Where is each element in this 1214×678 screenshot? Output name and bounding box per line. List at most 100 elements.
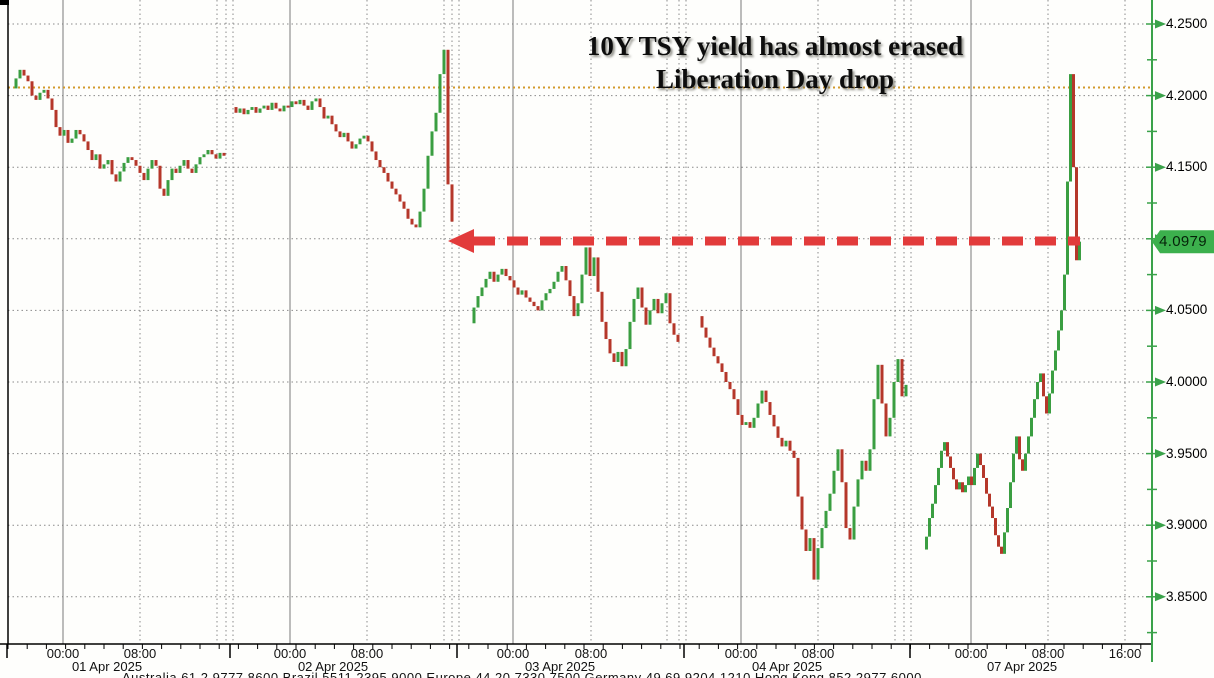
candle xyxy=(860,460,864,480)
candle xyxy=(150,160,154,169)
candle xyxy=(14,78,18,89)
candle xyxy=(832,470,836,494)
candle xyxy=(748,422,752,428)
candle xyxy=(138,165,142,173)
candle xyxy=(442,49,446,75)
candle xyxy=(500,268,504,275)
candle xyxy=(290,101,294,108)
candle xyxy=(254,107,258,113)
candle xyxy=(370,141,374,152)
candle xyxy=(238,108,242,113)
candle xyxy=(322,107,326,119)
candle xyxy=(828,493,832,511)
candle xyxy=(540,300,544,311)
candle xyxy=(114,174,118,182)
candle xyxy=(282,105,286,112)
x-axis-time-label: 08:00 xyxy=(1031,646,1065,661)
candle xyxy=(584,247,588,275)
candle xyxy=(958,482,961,490)
candle xyxy=(864,460,868,471)
candle xyxy=(596,257,600,292)
candle xyxy=(1000,546,1003,554)
candle xyxy=(704,327,708,338)
candle xyxy=(536,306,540,311)
candle xyxy=(210,150,214,155)
candle xyxy=(310,101,314,110)
candle xyxy=(988,493,991,507)
candle xyxy=(214,154,218,159)
candle xyxy=(30,81,34,96)
candle xyxy=(222,152,226,156)
candle xyxy=(186,160,190,169)
candle xyxy=(1072,74,1075,168)
candle xyxy=(46,89,50,99)
candle xyxy=(1018,436,1021,460)
candle xyxy=(350,141,354,149)
candle xyxy=(644,307,648,325)
candle xyxy=(234,107,238,113)
candle xyxy=(620,351,624,367)
candle xyxy=(430,131,434,156)
candle xyxy=(764,390,768,403)
candle xyxy=(54,109,58,128)
candle xyxy=(1057,330,1060,351)
candle xyxy=(884,403,888,437)
candle xyxy=(982,465,985,478)
candle xyxy=(736,399,740,415)
candle xyxy=(1069,74,1072,182)
candle xyxy=(414,224,418,228)
candle xyxy=(937,467,940,486)
candle xyxy=(556,271,560,282)
candle xyxy=(608,339,612,354)
candle xyxy=(1063,274,1066,311)
candle xyxy=(166,180,170,196)
candle xyxy=(668,293,672,324)
y-axis-tick-label: 4.0000 xyxy=(1166,374,1208,389)
candle xyxy=(504,268,508,277)
candle xyxy=(564,266,568,281)
candle xyxy=(700,316,704,328)
candle xyxy=(146,168,150,181)
candle xyxy=(58,127,62,136)
candle xyxy=(158,165,162,189)
x-axis-time-label: 08:00 xyxy=(574,646,608,661)
candle xyxy=(182,160,186,166)
y-axis-tick-label: 4.1500 xyxy=(1166,159,1208,175)
candle xyxy=(820,528,824,549)
candle xyxy=(624,349,628,367)
candle xyxy=(588,247,592,277)
candle xyxy=(362,135,366,139)
candle xyxy=(973,467,976,486)
candle xyxy=(824,510,828,529)
candle xyxy=(338,131,342,138)
candle xyxy=(508,276,512,281)
candle xyxy=(270,102,274,110)
candle xyxy=(438,74,442,113)
x-axis-date-label: 01 Apr 2025 xyxy=(71,659,143,674)
candle xyxy=(576,303,580,317)
candle xyxy=(1024,453,1027,471)
candle xyxy=(648,310,652,325)
y-axis-tick-label: 3.9500 xyxy=(1166,445,1208,461)
candle xyxy=(358,138,362,145)
candle xyxy=(472,307,476,324)
candle xyxy=(198,157,202,165)
candle xyxy=(708,337,712,348)
candle xyxy=(378,160,382,168)
candle xyxy=(816,548,820,580)
x-axis-date-label: 04 Apr 2025 xyxy=(751,659,823,674)
candle xyxy=(314,98,318,102)
candle xyxy=(70,138,74,143)
candle xyxy=(418,211,422,228)
candle xyxy=(808,538,812,551)
candle xyxy=(422,188,426,212)
candle xyxy=(836,449,840,471)
candle xyxy=(812,538,816,580)
candle xyxy=(406,208,410,219)
candle xyxy=(552,281,556,289)
candle xyxy=(318,98,322,108)
x-axis-time-label: 00:00 xyxy=(496,646,530,661)
candle xyxy=(848,528,852,540)
candle xyxy=(796,457,800,497)
